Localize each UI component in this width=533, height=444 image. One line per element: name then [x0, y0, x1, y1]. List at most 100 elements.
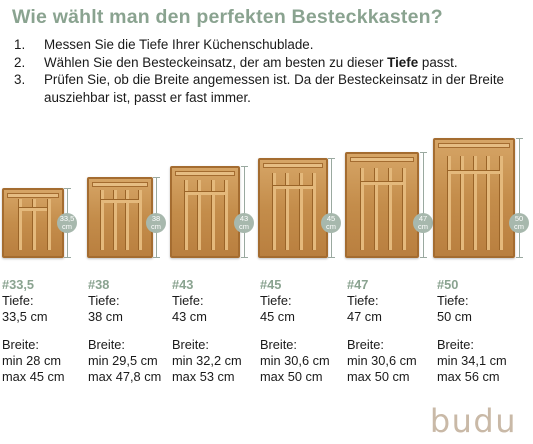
depth-badge: 38 cm — [146, 213, 166, 233]
product-info: #38 Tiefe: 38 cm Breite: min 29,5 cm max… — [88, 277, 161, 385]
depth-dimension-line — [241, 166, 248, 258]
badge-unit: cm — [326, 222, 336, 231]
width-label: Breite: — [172, 337, 209, 352]
drawer-crossbar — [101, 199, 139, 204]
drawer-divider — [184, 180, 188, 250]
width-max: max 56 cm — [437, 369, 500, 384]
width-label: Breite: — [2, 337, 39, 352]
page-title: Wie wählt man den perfekten Besteckkaste… — [12, 6, 443, 28]
instruction-list: 1. Messen Sie die Tiefe Ihrer Küchenschu… — [14, 36, 529, 106]
depth-value: 47 cm — [347, 309, 382, 324]
width-max: max 53 cm — [172, 369, 235, 384]
drawer-crossbar — [361, 180, 403, 185]
instruction-step: 3. Prüfen Sie, ob die Breite angemessen … — [14, 71, 529, 106]
drawer-divider — [402, 168, 406, 250]
width-max: max 50 cm — [347, 369, 410, 384]
badge-value: 50 — [514, 213, 524, 223]
step-text-bold: Tiefe — [387, 54, 419, 70]
width-label: Breite: — [88, 337, 125, 352]
drawer-image — [433, 138, 515, 258]
drawer-divider — [388, 168, 392, 250]
width-min: min 32,2 cm — [172, 353, 242, 368]
depth-value: 43 cm — [172, 309, 207, 324]
width-label: Breite: — [437, 337, 474, 352]
depth-label: Tiefe: — [347, 293, 379, 308]
drawer-divider — [18, 199, 22, 250]
drawer-divider — [447, 156, 451, 250]
drawer-divider — [285, 173, 289, 250]
drawer-divider — [113, 189, 117, 250]
depth-dimension-line — [420, 152, 427, 258]
drawer-divider — [32, 199, 36, 250]
drawer-divider — [499, 156, 503, 250]
drawer-divider — [460, 156, 464, 250]
depth-label: Tiefe: — [260, 293, 292, 308]
badge-unit: cm — [62, 222, 72, 231]
drawer-divider — [360, 168, 364, 250]
product-info: #50 Tiefe: 50 cm Breite: min 34,1 cm max… — [437, 277, 507, 385]
depth-value: 45 cm — [260, 309, 295, 324]
step-text: Prüfen Sie, ob die Breite angemessen ist… — [44, 72, 504, 105]
width-min: min 30,6 cm — [260, 353, 330, 368]
drawer-divider — [211, 180, 215, 250]
drawer-divider — [486, 156, 490, 250]
product-code: #45 — [260, 277, 282, 292]
step-number: 1. — [14, 37, 26, 52]
drawer-divider — [224, 180, 228, 250]
depth-badge: 43 cm — [234, 213, 254, 233]
depth-label: Tiefe: — [437, 293, 469, 308]
drawer-top-compartment — [175, 171, 235, 176]
badge-unit: cm — [239, 222, 249, 231]
badge-value: 38 — [151, 213, 161, 223]
width-label: Breite: — [347, 337, 384, 352]
product-info: #45 Tiefe: 45 cm Breite: min 30,6 cm max… — [260, 277, 330, 385]
badge-value: 33,5 — [59, 213, 75, 223]
badge-unit: cm — [514, 222, 524, 231]
depth-value: 33,5 cm — [2, 309, 48, 324]
drawer-divider — [312, 173, 316, 250]
drawer-divider — [197, 180, 201, 250]
badge-unit: cm — [151, 222, 161, 231]
badge-value: 47 — [418, 213, 428, 223]
drawer-divider — [47, 199, 51, 250]
step-text-before: Wählen Sie den Besteckeinsatz, der am be… — [44, 54, 388, 70]
depth-label: Tiefe: — [2, 293, 34, 308]
depth-badge: 50 cm — [509, 213, 529, 233]
drawer-image — [258, 158, 328, 258]
depth-badge: 47 cm — [413, 213, 433, 233]
width-label: Breite: — [260, 337, 297, 352]
depth-value: 50 cm — [437, 309, 472, 324]
badge-value: 43 — [239, 213, 249, 223]
step-text-after: passt. — [418, 54, 458, 70]
drawer-image — [87, 177, 153, 258]
width-max: max 50 cm — [260, 369, 323, 384]
depth-label: Tiefe: — [172, 293, 204, 308]
depth-dimension-line — [328, 158, 335, 258]
width-min: min 34,1 cm — [437, 353, 507, 368]
depth-badge: 45 cm — [321, 213, 341, 233]
product-info: #33,5 Tiefe: 33,5 cm Breite: min 28 cm m… — [2, 277, 65, 385]
step-text: Messen Sie die Tiefe Ihrer Küchenschubla… — [44, 37, 314, 52]
width-max: max 45 cm — [2, 369, 65, 384]
width-min: min 28 cm — [2, 353, 62, 368]
step-number: 2. — [14, 54, 26, 70]
instruction-step: 2. Wählen Sie den Besteckeinsatz, der am… — [14, 54, 529, 72]
drawer-crossbar — [19, 207, 47, 212]
drawer-divider — [100, 189, 104, 250]
drawer-top-compartment — [350, 157, 414, 162]
product-code: #33,5 — [2, 277, 35, 292]
drawer-top-compartment — [263, 163, 323, 168]
drawer-divider — [299, 173, 303, 250]
drawer-top-compartment — [438, 143, 510, 148]
brand-logo: budu — [429, 402, 517, 440]
drawer-illustrations: 33,5 cm 38 cm 43 cm 45 cm 47 cm 50 cm — [0, 138, 533, 270]
width-min: min 29,5 cm — [88, 353, 158, 368]
product-info: #47 Tiefe: 47 cm Breite: min 30,6 cm max… — [347, 277, 417, 385]
instruction-step: 1. Messen Sie die Tiefe Ihrer Küchenschu… — [14, 36, 529, 54]
badge-unit: cm — [418, 222, 428, 231]
product-code: #50 — [437, 277, 459, 292]
drawer-image — [345, 152, 419, 258]
drawer-divider — [272, 173, 276, 250]
step-text: Wählen Sie den Besteckeinsatz, der am be… — [44, 54, 529, 72]
drawer-top-compartment — [92, 182, 148, 187]
